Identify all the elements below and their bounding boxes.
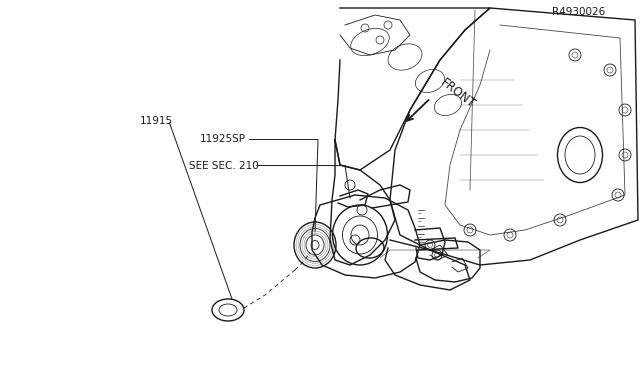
Text: SEE SEC. 210: SEE SEC. 210 <box>189 161 259 170</box>
Text: R4930026: R4930026 <box>552 7 605 17</box>
Text: 11915: 11915 <box>140 116 173 126</box>
Text: 11925SP: 11925SP <box>200 135 246 144</box>
Text: FRONT: FRONT <box>438 77 477 112</box>
